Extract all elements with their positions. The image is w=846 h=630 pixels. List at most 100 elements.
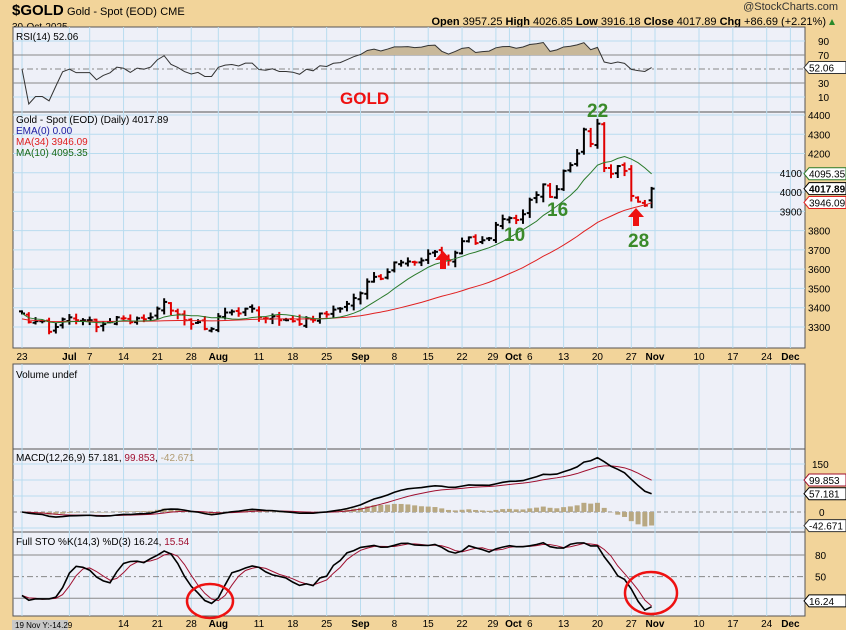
macd-histogram-bar [554,508,560,512]
macd-histogram-bar [628,512,634,522]
macd-histogram-bar [615,512,621,515]
macd-histogram-bar [479,510,485,512]
x-tick-label: 28 [186,352,198,363]
y-tick-label: 4200 [808,150,831,161]
price-bar [154,306,161,320]
x-tick-label: 18 [287,619,299,630]
volume-panel [12,363,806,450]
macd-histogram-bar [412,505,418,512]
ohlc-summary: Open 3957.25 High 4026.85 Low 3916.18 Cl… [431,16,826,28]
macd-histogram-bar [371,505,377,512]
macd-histogram-bar [141,511,147,512]
svg-text:$GOLD Gold - Spot (EOD) CME: $GOLD Gold - Spot (EOD) CME [12,2,185,19]
x-tick-label: 6 [527,352,533,363]
macd-histogram-bar [446,509,452,512]
price-bar [614,165,621,179]
x-tick-label: 21 [152,352,164,363]
gold-annotation: GOLD [340,89,389,108]
price-bar [465,236,472,243]
grid [13,27,805,616]
macd-histogram-bar [452,510,458,512]
price-bar [513,214,520,225]
value-label: 57.181 [803,487,846,501]
x-tick-label: 14 [118,352,130,363]
y-tick-label: 80 [815,551,827,562]
x-tick-label: Nov [646,352,665,363]
x-tick-label: 25 [321,352,333,363]
macd-histogram-bar [148,510,154,512]
x-tick-label: 29 [487,352,499,363]
x-tick-label: 10 [693,619,705,630]
macd-histogram-bar [567,506,573,512]
value-label-box [803,182,846,196]
y-tick-label: 150 [812,460,829,471]
macd-histogram-bar [60,512,66,514]
x-tick-label: 27 [626,352,638,363]
annotation-16: 16 [547,200,568,221]
y-tick-label: 4000 [780,188,803,199]
macd-histogram-bar [100,512,106,513]
price-bar [594,118,601,149]
y-tick-label: 3700 [808,246,831,257]
y-tick-label: 10 [818,93,830,104]
price-bar [601,122,608,173]
brand-logo: @StockCharts.com [743,1,838,13]
macd-histogram-bar [391,503,397,512]
price-bar [574,149,581,167]
macd-panel [12,448,806,533]
macd-histogram-bar [121,511,127,512]
price-bar [52,322,59,334]
macd-histogram-bar [53,512,59,515]
volume-legend: Volume undef [16,370,77,381]
price-bar [486,236,493,242]
ma34-legend: MA(34) 3946.09 [16,137,88,148]
price-bar [350,293,357,311]
macd-histogram-bar [418,506,424,512]
cursor-readout-box [12,620,68,630]
x-tick-label: Aug [209,352,228,363]
macd-histogram-bar [405,504,411,512]
price-bar [161,298,168,315]
value-label-text: 57.181 [809,490,840,501]
highlight-circle [185,582,235,620]
rsi-overbought-fill [22,42,652,55]
x-tick-label: 8 [392,352,398,363]
price-bar [215,313,222,333]
x-tick-label: 17 [727,619,739,630]
price-bar [547,183,554,198]
price-bar [607,164,614,179]
y-tick-label: 3800 [808,227,831,238]
price-bar [459,237,466,255]
y-tick-label: 70 [818,51,830,62]
x-tick-label: Sep [351,619,369,630]
x-tick-label: Sep [351,352,369,363]
x-tick-label: 29 [487,619,499,630]
macd-histogram-bar [439,508,445,512]
value-label-box [803,195,846,209]
x-tick-label: Aug [209,619,228,630]
value-label-text: 52.06 [809,64,834,75]
price-bar [384,268,391,280]
price-bar [425,249,432,264]
macd-histogram-bar [513,509,519,512]
price-bar [499,214,506,230]
x-tick-label: 18 [287,352,299,363]
x-tick-label: 15 [423,352,435,363]
rsi-legend: RSI(14) 52.06 [16,32,79,43]
x-tick-label: 17 [727,352,739,363]
x-tick-label: 15 [423,619,435,630]
value-label-box [803,61,846,75]
value-label-text: 3946.09 [809,198,846,209]
value-label-text: 4095.35 [809,170,846,181]
annotation-28: 28 [628,231,649,252]
price-bar [357,291,364,305]
y-tick-label: 4300 [808,130,831,141]
macd-histogram-bar [134,511,140,512]
value-label-text: 16.24 [809,597,834,608]
macd-histogram-bar [425,506,431,512]
price-bar [648,186,655,209]
price-bar [540,183,547,203]
value-label: 4017.89 [803,182,846,196]
price-bar [249,304,256,313]
value-label: 52.06 [803,61,846,75]
